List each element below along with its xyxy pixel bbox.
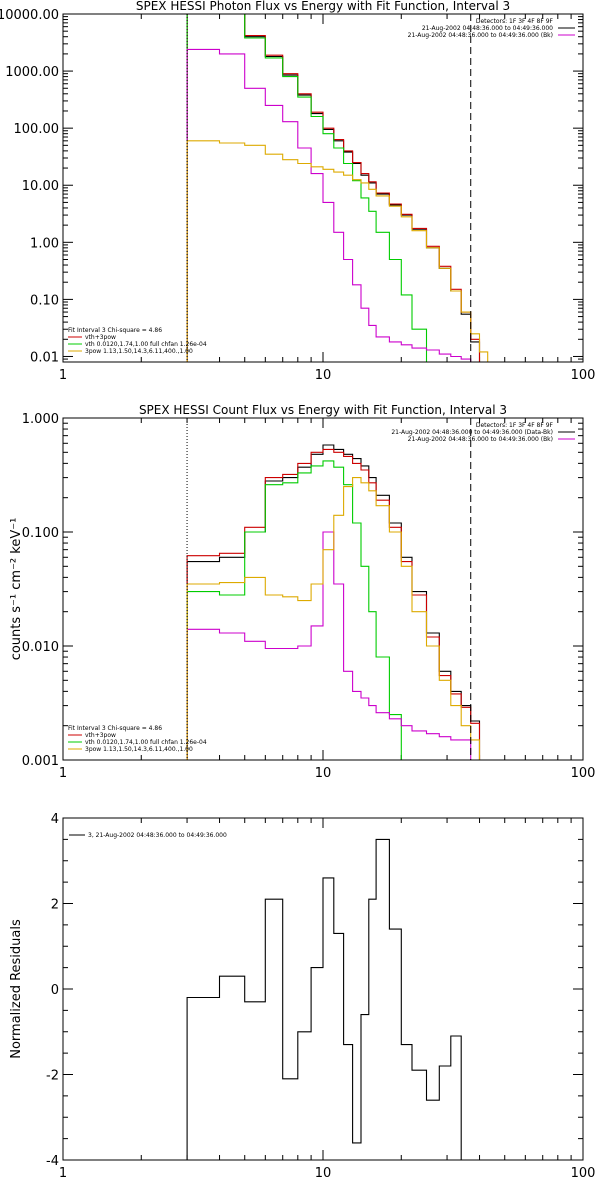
chart-title: SPEX HESSI Count Flux vs Energy with Fit… bbox=[139, 403, 507, 417]
x-axis: 1 10 100 bbox=[59, 818, 596, 1181]
series-line-5 bbox=[186, 477, 489, 760]
y-axis: 0.01 0.10 1.00 10.00 100.00 1000.00 10000.00 bbox=[0, 8, 583, 365]
y-tick-label: 0.100 bbox=[22, 526, 59, 541]
header-text: 21-Aug-2002 04:48:36.000 to 04:49:36.000… bbox=[408, 436, 553, 443]
header-text: Detectors: 1F 3F 4F 8F 9F bbox=[476, 18, 554, 25]
y-tick-label: 10.00 bbox=[22, 179, 59, 194]
header-text: 21-Aug-2002 04:48:36.000 to 04:49:36.000 bbox=[422, 25, 553, 32]
y-tick-label: 0 bbox=[51, 983, 59, 998]
plot-frame bbox=[62, 417, 584, 761]
plot-frame bbox=[62, 817, 584, 1161]
y-tick-label: 0.010 bbox=[22, 640, 59, 655]
y-tick-label: 2 bbox=[51, 898, 59, 913]
series-line-2 bbox=[186, 448, 481, 760]
legend-entry: Fit Interval 3 Chi-square = 4.86 bbox=[68, 725, 162, 732]
header-text: Detectors: 1F 3F 4F 8F 9F bbox=[476, 422, 554, 429]
x-tick-label: 10 bbox=[315, 1166, 332, 1181]
plot-area bbox=[186, 444, 489, 760]
y-axis: -4 -2 0 2 4 bbox=[46, 812, 583, 1169]
chart-panel-2: SPEX HESSI Count Flux vs Energy with Fit… bbox=[9, 403, 595, 781]
series-line-3 bbox=[186, 460, 428, 760]
legend-entry: 3pow 1.13,1.50,14.3,6.11,400.,1.00 bbox=[85, 746, 193, 753]
y-axis: 0.001 0.010 0.100 1.000 bbox=[22, 412, 583, 769]
y-tick-label: 10000.00 bbox=[0, 8, 59, 23]
y-tick-label: 0.10 bbox=[30, 293, 59, 308]
y-tick-label: 0.01 bbox=[30, 350, 59, 365]
header-text: 21-Aug-2002 04:48:36.000 to 04:49:36.000… bbox=[391, 429, 553, 436]
legend-entry: Fit Interval 3 Chi-square = 4.86 bbox=[68, 327, 162, 334]
series-line-4 bbox=[186, 48, 481, 362]
series-line-1 bbox=[186, 444, 481, 760]
chart-panel-3: 1 10 100 -4 -2 0 2 4 Normalized Residuals 3, 21-A… bbox=[9, 812, 595, 1181]
x-tick-label: 100 bbox=[571, 368, 596, 383]
legend-entry: vth 0.0120,1.74,1.00 full chfan 1.26e-04 bbox=[85, 341, 207, 348]
chart-title: SPEX HESSI Photon Flux vs Energy with Fi… bbox=[136, 0, 510, 13]
y-tick-label: 100.00 bbox=[14, 122, 60, 137]
x-tick-label: 1 bbox=[59, 766, 67, 781]
legend-entry: 3, 21-Aug-2002 04:48:36.000 to 04:49:36.… bbox=[88, 832, 227, 839]
y-axis-label: counts s⁻¹ cm⁻² keV⁻¹ bbox=[9, 518, 24, 661]
y-tick-label: 4 bbox=[51, 812, 59, 827]
legend-entry: vth 0.0120,1.74,1.00 full chfan 1.26e-04 bbox=[85, 739, 207, 746]
series-line-1 bbox=[186, 838, 462, 1160]
chart-panel-1: SPEX HESSI Photon Flux vs Energy with Fi… bbox=[0, 0, 595, 383]
x-tick-label: 100 bbox=[571, 1166, 596, 1181]
y-tick-label: 0.001 bbox=[22, 754, 59, 769]
legend-entry: vth+3pow bbox=[85, 732, 116, 739]
series-line-4 bbox=[186, 531, 481, 760]
x-tick-label: 1 bbox=[59, 368, 67, 383]
y-tick-label: 1000.00 bbox=[5, 65, 59, 80]
series-line-2 bbox=[186, 14, 481, 362]
series-line-3 bbox=[186, 14, 440, 362]
legend-entry: 3pow 1.13,1.50,14.3,6.11,400.,1.00 bbox=[85, 348, 193, 355]
y-axis-label: Normalized Residuals bbox=[9, 919, 24, 1059]
x-tick-label: 1 bbox=[59, 1166, 67, 1181]
y-tick-label: -4 bbox=[46, 1154, 59, 1169]
series-line-1 bbox=[186, 14, 481, 362]
x-tick-label: 100 bbox=[571, 766, 596, 781]
x-tick-label: 10 bbox=[315, 766, 332, 781]
plot-area bbox=[186, 838, 462, 1160]
legend-entry: vth+3pow bbox=[85, 334, 116, 341]
x-tick-label: 10 bbox=[315, 368, 332, 383]
y-tick-label: 1.00 bbox=[30, 236, 59, 251]
series-line-5 bbox=[186, 140, 489, 362]
y-tick-label: 1.000 bbox=[22, 412, 59, 427]
plot-frame bbox=[62, 13, 584, 363]
plot-area bbox=[186, 14, 489, 362]
y-tick-label: -2 bbox=[46, 1069, 59, 1084]
header-text: 21-Aug-2002 04:48:36.000 to 04:49:36.000… bbox=[408, 32, 553, 39]
